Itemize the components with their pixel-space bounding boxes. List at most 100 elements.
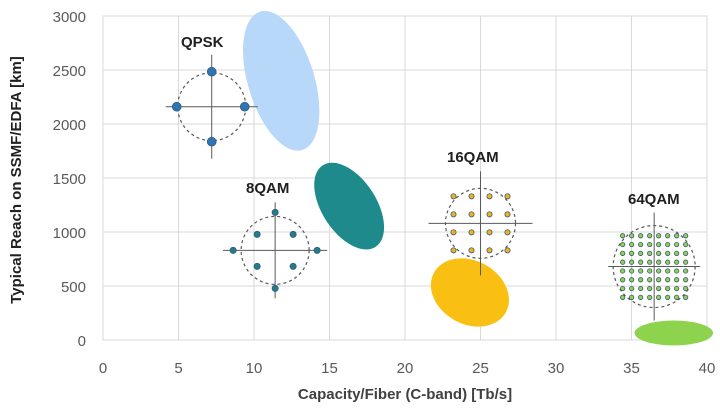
y-axis-title: Typical Reach on SSMF/EDFA [km] <box>8 56 25 304</box>
x-axis-title: Capacity/Fiber (C-band) [Tb/s] <box>298 386 512 403</box>
constellation-point <box>647 259 653 265</box>
constellation-point <box>638 241 644 248</box>
constellation-point <box>504 193 511 200</box>
x-tick-label: 35 <box>623 360 640 377</box>
constellation-point <box>620 241 626 248</box>
constellation-point <box>674 294 680 300</box>
y-tick-label: 0 <box>78 333 86 350</box>
constellation-point <box>683 241 689 248</box>
modulation-group: 8QAM <box>223 180 328 299</box>
modulation-constellations: QPSK 8QAM 16QAM 64QAM <box>165 34 701 321</box>
constellation-point <box>504 211 511 218</box>
constellation-point <box>629 277 635 283</box>
x-tick-label: 5 <box>174 360 182 377</box>
constellation-point <box>665 241 671 248</box>
constellation-point <box>647 285 653 292</box>
constellation-point <box>629 259 635 265</box>
constellation-point <box>620 285 626 292</box>
constellation-point <box>468 229 475 236</box>
y-tick-label: 1000 <box>53 225 86 242</box>
y-tick-label: 2500 <box>53 63 86 80</box>
plot-frame <box>102 15 708 341</box>
modulation-label: 64QAM <box>628 191 680 208</box>
constellation-point <box>468 247 475 254</box>
constellation-point <box>638 277 644 283</box>
constellation-point <box>206 136 217 147</box>
modulation-label: 8QAM <box>246 180 289 197</box>
constellation-point <box>683 259 689 265</box>
constellation-point <box>620 268 626 274</box>
modulation-group: QPSK <box>165 34 258 159</box>
constellation-point <box>486 211 493 218</box>
constellation-point <box>647 241 653 248</box>
constellation-point <box>656 294 662 300</box>
constellation-point <box>206 66 217 77</box>
modulation-group: 64QAM <box>608 191 701 321</box>
constellation-point <box>289 262 297 270</box>
constellation-point <box>683 294 689 300</box>
x-tick-label: 0 <box>99 360 107 377</box>
constellation-point <box>450 193 457 200</box>
y-tick-label: 2000 <box>53 117 86 134</box>
constellation-boundary <box>444 187 517 259</box>
constellation-point <box>620 277 626 283</box>
x-tick-label: 15 <box>321 360 338 377</box>
constellation-point <box>289 230 297 238</box>
constellation-point <box>665 259 671 265</box>
constellation-point <box>674 268 680 274</box>
constellation-point <box>620 259 626 265</box>
x-tick-label: 30 <box>548 360 565 377</box>
y-tick-label: 3000 <box>53 9 86 26</box>
constellation-point <box>629 268 635 274</box>
x-tick-label: 40 <box>699 360 716 377</box>
constellation-point <box>468 193 475 200</box>
constellation-point <box>271 208 279 216</box>
constellation-point <box>674 250 680 256</box>
constellation-point <box>468 211 475 218</box>
constellation-point <box>629 285 635 292</box>
constellation-point <box>665 277 671 283</box>
constellation-point <box>647 277 653 283</box>
constellation-point <box>450 247 457 254</box>
constellation-point <box>629 294 635 300</box>
constellation-point <box>656 277 662 283</box>
constellation-point <box>683 277 689 283</box>
constellation-point <box>486 193 493 200</box>
x-tick-label: 10 <box>246 360 263 377</box>
constellation-boundary <box>240 215 310 285</box>
constellation-point <box>638 294 644 300</box>
constellation-point <box>647 233 653 239</box>
constellation-point <box>504 229 511 236</box>
constellation-point <box>656 285 662 292</box>
constellation-point <box>683 285 689 292</box>
x-tick-label: 25 <box>472 360 489 377</box>
constellation-point <box>638 250 644 256</box>
constellation-point <box>647 268 653 274</box>
constellation-point <box>665 294 671 300</box>
constellation-point <box>171 101 182 112</box>
constellation-point <box>656 268 662 274</box>
y-tick-label: 1500 <box>53 171 86 188</box>
constellation-point <box>629 250 635 256</box>
constellation-point <box>674 233 680 239</box>
constellation-point <box>620 233 626 239</box>
modulation-label: QPSK <box>181 34 224 51</box>
constellation-point <box>313 246 321 254</box>
x-tick-label: 20 <box>397 360 414 377</box>
constellation-point <box>253 262 261 270</box>
constellation-point <box>504 247 511 254</box>
constellation-point <box>674 241 680 248</box>
constellation-point <box>647 250 653 256</box>
capacity-reach-region <box>243 10 320 151</box>
constellation-point <box>229 246 237 254</box>
constellation-point <box>486 247 493 254</box>
constellation-point <box>656 259 662 265</box>
constellation-point <box>674 277 680 283</box>
modulation-group: 16QAM <box>428 149 533 276</box>
constellation-boundary <box>612 224 696 309</box>
constellation-point <box>638 268 644 274</box>
constellation-point <box>620 250 626 256</box>
constellation-point <box>656 250 662 256</box>
constellation-point <box>674 259 680 265</box>
